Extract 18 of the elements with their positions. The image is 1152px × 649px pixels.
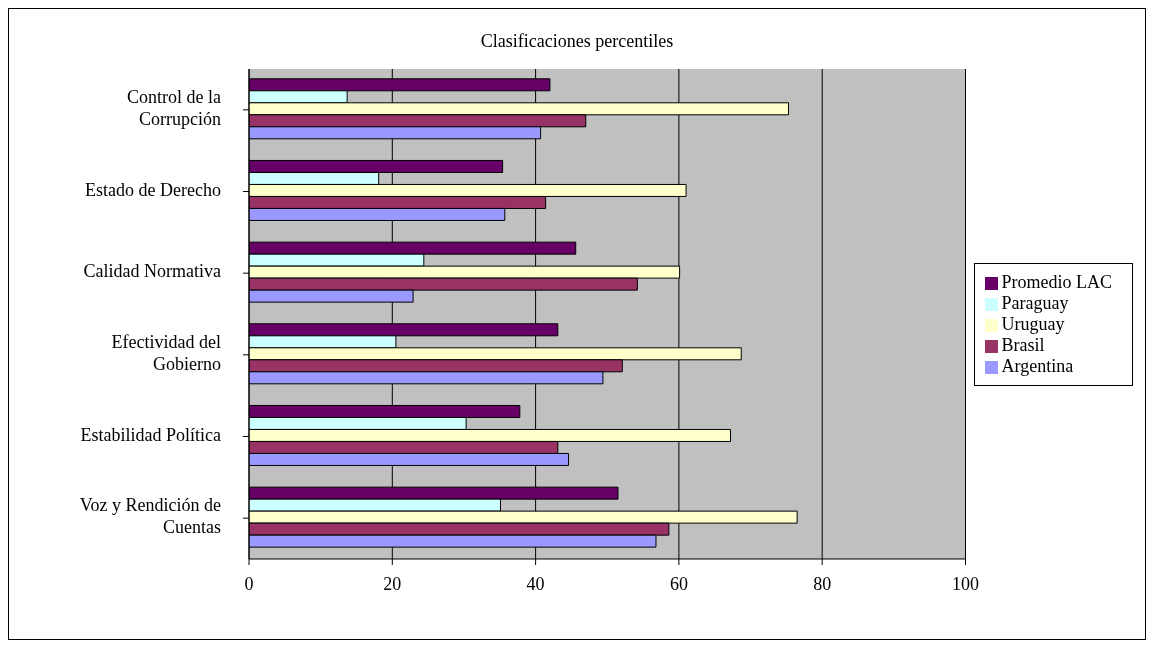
legend-label: Promedio LAC (1001, 271, 1112, 292)
x-tick-label: 20 (383, 573, 402, 594)
x-tick-label: 0 (244, 573, 254, 594)
legend-label: Argentina (1001, 355, 1074, 376)
x-tick-label: 40 (526, 573, 545, 594)
y-tick-label: Voz y Rendición de Cuentas (79, 495, 221, 538)
y-tick-label: Efectividad del Gobierno (111, 331, 221, 374)
y-tick-label: Control de la Corrupción (127, 86, 222, 129)
legend-label: Brasil (1001, 334, 1045, 355)
x-tick-label: 80 (813, 573, 832, 594)
y-tick-label: Calidad Normativa (83, 261, 221, 282)
y-tick-label: Estabilidad Política (80, 424, 221, 445)
x-tick-label: 100 (952, 573, 979, 594)
x-tick-label: 60 (669, 573, 688, 594)
y-tick-label: Estado de Derecho (85, 179, 221, 200)
legend-label: Uruguay (1001, 313, 1065, 334)
legend-label: Paraguay (1001, 292, 1069, 313)
chart-title: Clasificaciones percentiles (479, 31, 675, 52)
